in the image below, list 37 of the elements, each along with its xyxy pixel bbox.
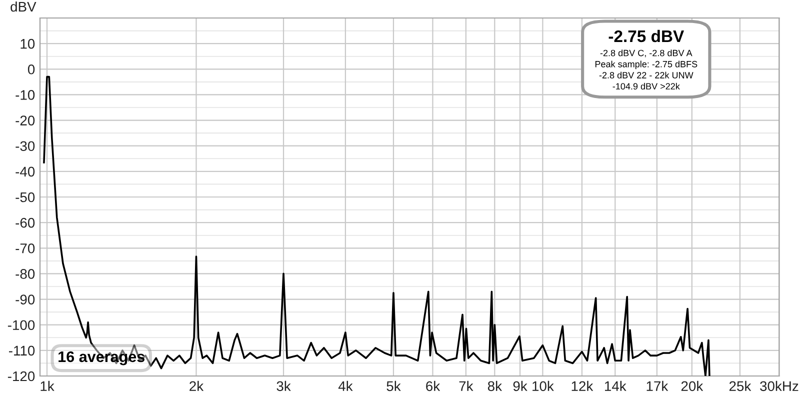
- y-tick-label: -60: [16, 218, 35, 228]
- y-tick-label: -110: [8, 346, 35, 356]
- y-tick-label: 10: [20, 38, 35, 49]
- y-tick-label: -20: [16, 116, 35, 126]
- y-tick-label: -100: [8, 320, 35, 330]
- y-tick-label: -40: [16, 166, 35, 177]
- y-tick-label: 0: [28, 64, 35, 74]
- annotation: -2.75 dBV: [608, 30, 684, 42]
- x-tick-label: 6k: [426, 380, 440, 392]
- x-tick-label: 30kHz: [760, 380, 798, 392]
- annotation: -2.8 dBV C, -2.8 dBV A: [600, 50, 692, 58]
- x-tick-label: 8k: [488, 380, 502, 392]
- x-tick-label: 20k: [681, 380, 704, 392]
- x-tick-label: 17k: [646, 380, 668, 391]
- y-tick-label: -50: [16, 192, 35, 202]
- y-tick-label: -90: [16, 294, 35, 304]
- y-axis-title: dBV: [10, 1, 36, 12]
- x-tick-label: 25k: [729, 380, 752, 392]
- x-tick-label: 2k: [190, 380, 204, 391]
- x-tick-label: 7k: [459, 380, 474, 391]
- x-tick-label: 1k: [40, 380, 54, 391]
- annotation: Peak sample: -2.75 dBFS: [595, 60, 698, 70]
- x-tick-label: 10k: [532, 380, 554, 392]
- y-tick-label: -30: [16, 141, 35, 152]
- y-tick-label: -120: [8, 371, 35, 382]
- x-tick-label: 3k: [276, 380, 291, 392]
- x-tick-label: 9k: [513, 380, 528, 392]
- x-tick-label: 4k: [338, 380, 353, 391]
- x-tick-label: 14k: [604, 380, 626, 391]
- x-tick-label: 12k: [572, 380, 594, 391]
- x-tick-label: 5k: [386, 380, 401, 392]
- y-tick-label: -70: [16, 243, 35, 254]
- annotation: -104.9 dBV >22k: [612, 82, 680, 90]
- annotation: 16 averages: [58, 351, 144, 366]
- y-tick-label: -80: [16, 269, 35, 279]
- annotation: -2.8 dBV 22 - 22k UNW: [599, 72, 694, 78]
- y-tick-label: -10: [16, 90, 35, 100]
